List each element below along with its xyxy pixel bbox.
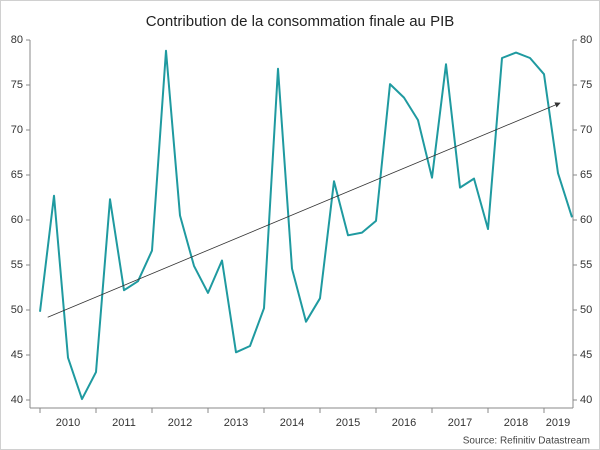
x-tick-label: 2011 — [112, 417, 136, 429]
y-tick-label: 40 — [11, 394, 23, 406]
y2-tick-label: 50 — [580, 304, 592, 316]
y2-tick-label: 80 — [580, 34, 592, 46]
y2-tick-label: 45 — [580, 349, 592, 361]
y2-tick-label: 75 — [580, 79, 592, 91]
x-tick-label: 2019 — [546, 417, 570, 429]
x-tick-label: 2016 — [392, 417, 416, 429]
y-tick-label: 65 — [11, 169, 23, 181]
y2-tick-label: 65 — [580, 169, 592, 181]
line-series — [39, 49, 573, 401]
x-tick-label: 2018 — [504, 417, 528, 429]
x-tick-label: 2013 — [224, 417, 248, 429]
x-tick-label: 2015 — [336, 417, 360, 429]
y-tick-label: 75 — [11, 79, 23, 91]
y-tick-label: 50 — [11, 304, 23, 316]
x-tick-label: 2010 — [56, 417, 80, 429]
y2-tick-label: 70 — [580, 124, 592, 136]
y-tick-label: 80 — [11, 34, 23, 46]
y2-tick-label: 40 — [580, 394, 592, 406]
source: Source: Refinitiv Datastream — [463, 436, 590, 447]
y-tick-label: 60 — [11, 214, 23, 226]
y2-tick-label: 55 — [580, 259, 592, 271]
x-tick-label: 2012 — [168, 417, 192, 429]
trend-arrow — [47, 102, 561, 318]
x-tick-label: 2014 — [280, 417, 304, 429]
chart-title: Contribution de la consommation finale a… — [146, 13, 455, 30]
y2-tick-label: 60 — [580, 214, 592, 226]
x-tick-label: 2017 — [448, 417, 472, 429]
y-tick-label: 45 — [11, 349, 23, 361]
y-tick-label: 55 — [11, 259, 23, 271]
y-tick-label: 70 — [11, 124, 23, 136]
